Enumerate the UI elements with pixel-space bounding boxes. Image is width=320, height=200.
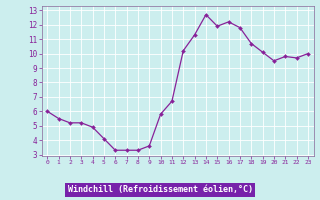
Text: Windchill (Refroidissement éolien,°C): Windchill (Refroidissement éolien,°C)	[68, 185, 252, 194]
